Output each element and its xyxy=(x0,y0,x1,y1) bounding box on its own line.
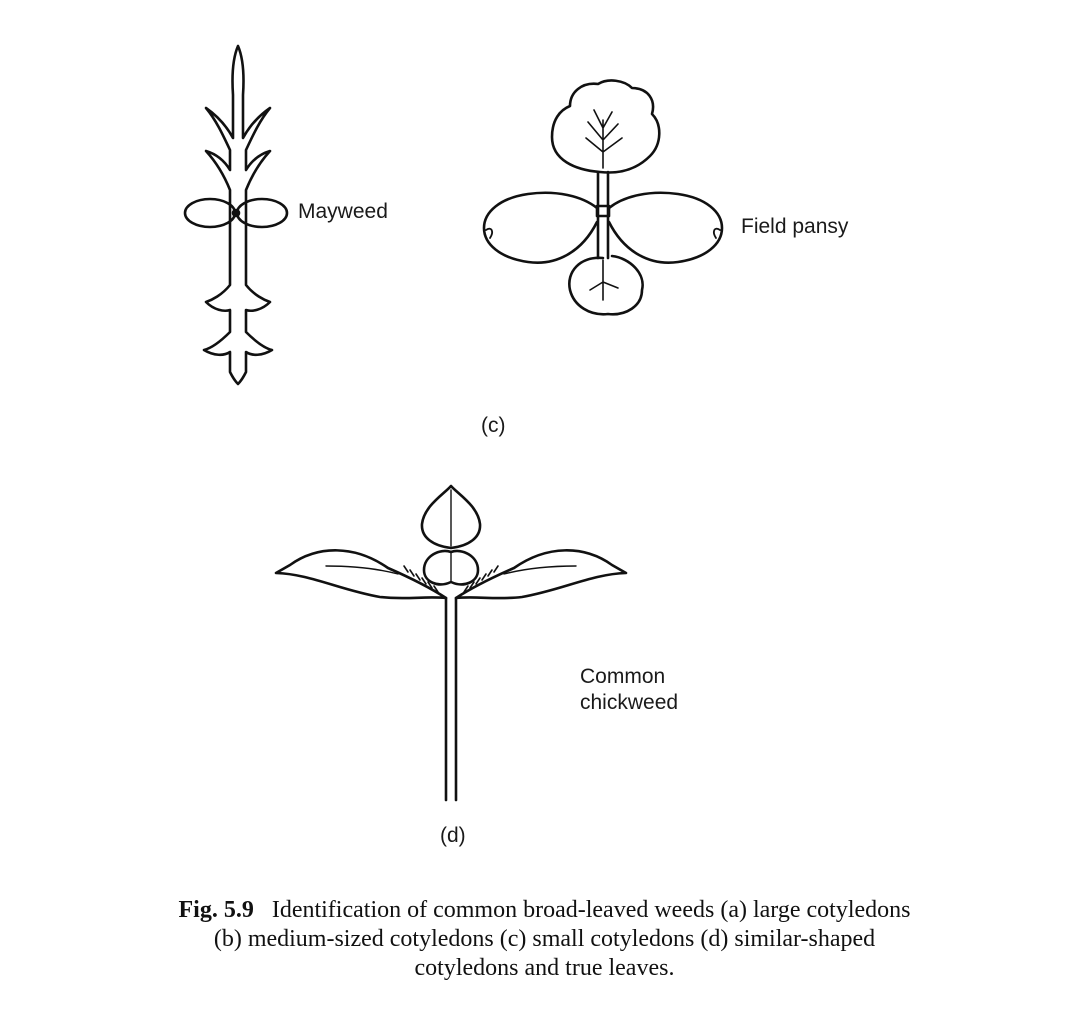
field-pansy-seedling-drawing xyxy=(484,81,722,315)
chickweed-label-line1: Common xyxy=(580,665,666,688)
figure-caption: Fig. 5.9 Identification of common broad-l… xyxy=(0,896,1089,983)
caption-line-3: cotyledons and true leaves. xyxy=(414,955,675,981)
field-pansy-label: Field pansy xyxy=(741,215,849,238)
weed-seedlings-illustration xyxy=(0,0,1089,860)
figure-number: Fig. 5.9 xyxy=(178,897,254,923)
panel-c-label: (c) xyxy=(481,414,506,437)
caption-text-1: Identification of common broad-leaved we… xyxy=(271,897,911,923)
panel-d-label: (d) xyxy=(440,824,466,847)
mayweed-seedling-drawing xyxy=(185,46,287,384)
common-chickweed-seedling-drawing xyxy=(276,486,626,800)
caption-line-1: Fig. 5.9 Identification of common broad-l… xyxy=(0,896,1089,925)
caption-line-2: (b) medium-sized cotyledons (c) small co… xyxy=(213,926,876,952)
chickweed-label-line2: chickweed xyxy=(580,691,679,714)
mayweed-label: Mayweed xyxy=(298,200,388,223)
